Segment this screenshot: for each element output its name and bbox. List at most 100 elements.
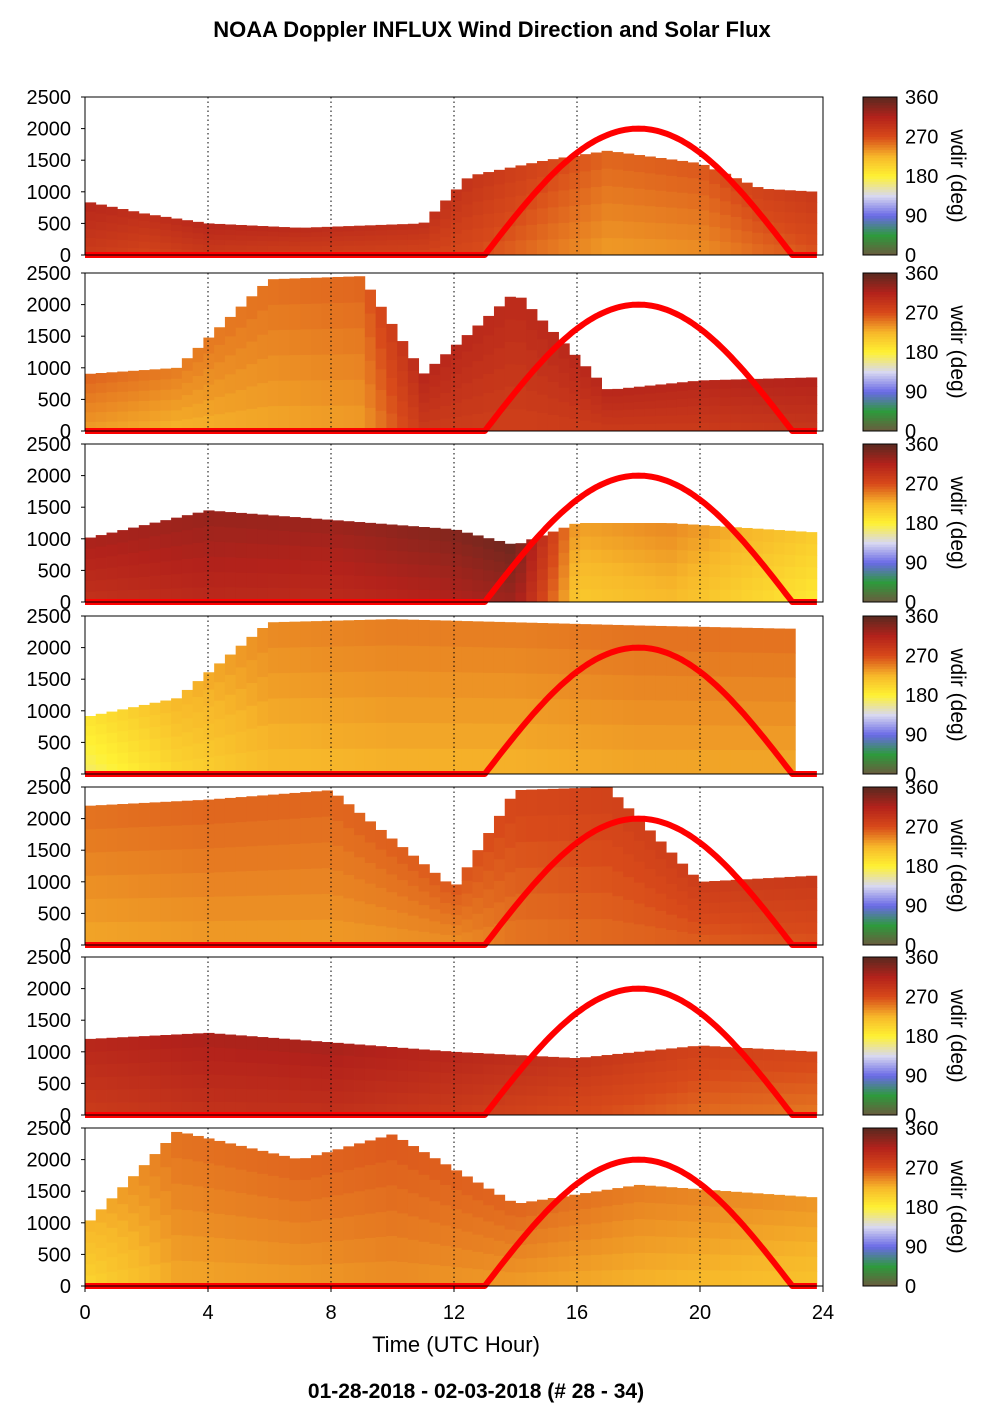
heatmap-cell [806,395,818,405]
heatmap-cell [192,512,204,528]
colorbar-swatch [863,1159,897,1163]
colorbar-swatch [863,889,897,893]
heatmap-cell [267,304,280,331]
heatmap-cell [407,589,420,603]
heatmap-cell [246,240,258,246]
heatmap-cell [709,422,721,432]
heatmap-cell [235,410,247,432]
heatmap-cell [160,849,172,874]
heatmap-cell [752,198,764,211]
heatmap-cell [171,710,183,724]
heatmap-cell [741,725,753,751]
heatmap-cell [407,394,420,408]
heatmap-cell [698,589,710,603]
heatmap-cell [741,912,753,924]
heatmap-cell [300,1040,312,1054]
heatmap-cell [203,233,215,240]
heatmap-cell [181,745,194,761]
heatmap-cell [224,572,237,588]
heatmap-cell [128,1249,140,1269]
heatmap-cell [773,1082,785,1094]
heatmap-cell [386,1159,398,1186]
heatmap-cell [730,577,742,590]
heatmap-cell [224,224,237,230]
heatmap-cell [504,723,516,750]
heatmap-cell [806,1211,818,1228]
heatmap-cell [666,415,678,424]
colorbar-swatch [863,226,897,230]
heatmap-cell [580,398,592,410]
heatmap-cell [773,211,785,223]
heatmap-cell [504,1084,516,1096]
colorbar-swatch [863,1183,897,1187]
heatmap-cell [278,544,290,560]
colorbar-swatch [863,578,897,582]
heatmap-cell [160,873,172,898]
heatmap-cell [117,741,129,753]
heatmap-cell [795,1050,807,1063]
heatmap-cell [644,415,656,424]
heatmap-cell [806,244,818,256]
heatmap-cell [214,327,226,345]
heatmap-cell [687,626,699,652]
heatmap-cell [666,423,678,432]
heatmap-cell [784,554,796,567]
heatmap-cell [773,404,785,414]
heatmap-cell [633,221,646,239]
heatmap-cell [719,1092,732,1105]
heatmap-cell [515,672,527,699]
colorbar-swatch [863,810,897,814]
colorbar-swatch [863,887,897,891]
heatmap-cell [773,628,785,654]
heatmap-cell [676,536,689,551]
heatmap-cell [386,1260,398,1287]
heatmap-cell [752,187,764,199]
heatmap-cell [601,150,613,169]
heatmap-cell [321,1054,333,1067]
heatmap-cell [483,889,495,909]
heatmap-cell [106,851,118,876]
heatmap-cell [569,788,581,815]
heatmap-cell [418,1093,430,1105]
heatmap-cell [181,394,194,408]
heatmap-cell [181,1047,194,1062]
heatmap-cell [687,1103,699,1116]
heatmap-cell [85,1076,97,1091]
colorbar-swatch [863,850,897,854]
heatmap-cell [623,876,635,900]
heatmap-cell [106,1050,118,1064]
heatmap-cell [386,244,398,251]
heatmap-cell [407,358,420,371]
heatmap-cell [763,189,775,201]
heatmap-cell [171,378,183,390]
heatmap-cell [160,574,172,589]
heatmap-cell [719,551,732,565]
heatmap-cell [278,723,290,750]
heatmap-cell [343,328,355,355]
heatmap-cell [246,408,258,432]
colorbar-swatch [863,1188,897,1192]
heatmap-cell [590,237,602,256]
heatmap-cell [633,1083,646,1095]
heatmap-cell [224,239,237,246]
heatmap-cell [547,1076,559,1087]
colorbar-swatch [863,697,897,701]
heatmap-cell [644,1185,656,1203]
colorbar-swatch [863,373,897,377]
heatmap-cell [160,1101,172,1116]
solar-flux-line [85,985,817,1118]
heatmap-cell [300,1264,312,1287]
heatmap-cell [160,561,172,576]
heatmap-cell [687,921,699,934]
heatmap-cell [85,591,97,603]
heatmap-cell [224,316,237,337]
heatmap-cell [504,319,516,342]
heatmap-cell [354,1190,366,1216]
heatmap-cell [354,327,366,355]
heatmap-cell [719,749,732,775]
heatmap-cell [526,1215,538,1230]
heatmap-cell [289,517,301,532]
colorbar-swatch [863,375,897,379]
heatmap-cell [267,1076,280,1090]
colorbar-swatch [863,766,897,770]
